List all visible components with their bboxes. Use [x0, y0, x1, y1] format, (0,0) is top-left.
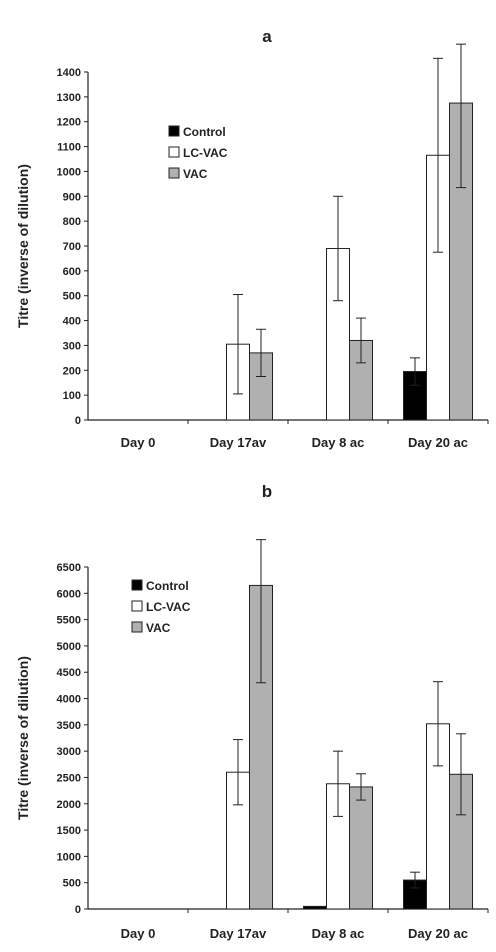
legend-swatch — [168, 167, 180, 179]
legend-swatch — [131, 621, 143, 633]
y-tick-label: 5500 — [57, 615, 81, 627]
y-tick-label: 1000 — [57, 166, 81, 178]
y-tick-label: 6500 — [57, 562, 81, 574]
y-tick-label: 3500 — [57, 720, 81, 732]
bar-control — [303, 905, 327, 910]
y-tick-label: 1500 — [57, 825, 81, 837]
chart-title: b — [262, 482, 272, 501]
x-tick-label: Day 20 ac — [408, 435, 468, 450]
y-tick-label: 1000 — [57, 851, 81, 863]
x-tick-label: Day 0 — [121, 926, 156, 941]
legend-swatch — [131, 600, 143, 612]
y-tick-label: 3000 — [57, 746, 81, 758]
chart-panel-b: b Titre (inverse of dilution) 0 500 1000 1500… — [15, 482, 489, 941]
y-tick-label: 100 — [63, 390, 81, 402]
x-tick-label: Day 17av — [210, 926, 267, 941]
x-tick-label: Day 8 ac — [312, 435, 365, 450]
x-tick-label: Day 20 ac — [408, 926, 468, 941]
y-tick-label: 500 — [63, 291, 81, 303]
y-tick-label: 500 — [63, 878, 81, 890]
y-tick-label: 4500 — [57, 667, 81, 679]
chart-panel-a: a Titre (inverse of dilution) 0 100 200 300 40… — [15, 27, 489, 450]
legend-entry: Control — [146, 579, 189, 593]
y-tick-label: 0 — [75, 415, 81, 427]
y-tick-label: 800 — [63, 216, 81, 228]
legend-entry: LC-VAC — [146, 600, 191, 614]
y-tick-label: 700 — [63, 241, 81, 253]
chart-title: a — [262, 27, 272, 46]
legend-entry: VAC — [146, 621, 171, 635]
y-tick-label: 600 — [63, 266, 81, 278]
legend-swatch — [131, 579, 143, 591]
y-tick-label: 300 — [63, 340, 81, 352]
bar-vac — [349, 786, 373, 910]
legend-entry: LC-VAC — [183, 146, 228, 160]
legend: Control LC-VAC VAC — [165, 120, 245, 190]
y-tick-label: 5000 — [57, 641, 81, 653]
legend: Control LC-VAC VAC — [128, 574, 208, 644]
legend-swatch — [168, 125, 180, 137]
y-tick-label: 1200 — [57, 117, 81, 129]
x-tick-label: Day 17av — [210, 435, 267, 450]
y-tick-label: 1300 — [57, 92, 81, 104]
x-tick-label: Day 0 — [121, 435, 156, 450]
y-tick-label: 400 — [63, 316, 81, 328]
y-tick-label: 200 — [63, 365, 81, 377]
y-tick-label: 2000 — [57, 799, 81, 811]
legend-swatch — [168, 146, 180, 158]
legend-entry: VAC — [183, 167, 208, 181]
y-axis-label: Titre (inverse of dilution) — [15, 164, 31, 328]
y-tick-label: 1400 — [57, 67, 81, 79]
y-tick-label: 4000 — [57, 694, 81, 706]
legend-entry: Control — [183, 125, 226, 139]
y-tick-label: 2500 — [57, 772, 81, 784]
y-tick-label: 900 — [63, 191, 81, 203]
x-tick-label: Day 8 ac — [312, 926, 365, 941]
y-axis-label: Titre (inverse of dilution) — [15, 656, 31, 820]
y-tick-label: 0 — [75, 904, 81, 916]
y-tick-label: 6000 — [57, 588, 81, 600]
y-tick-label: 1100 — [57, 142, 81, 154]
